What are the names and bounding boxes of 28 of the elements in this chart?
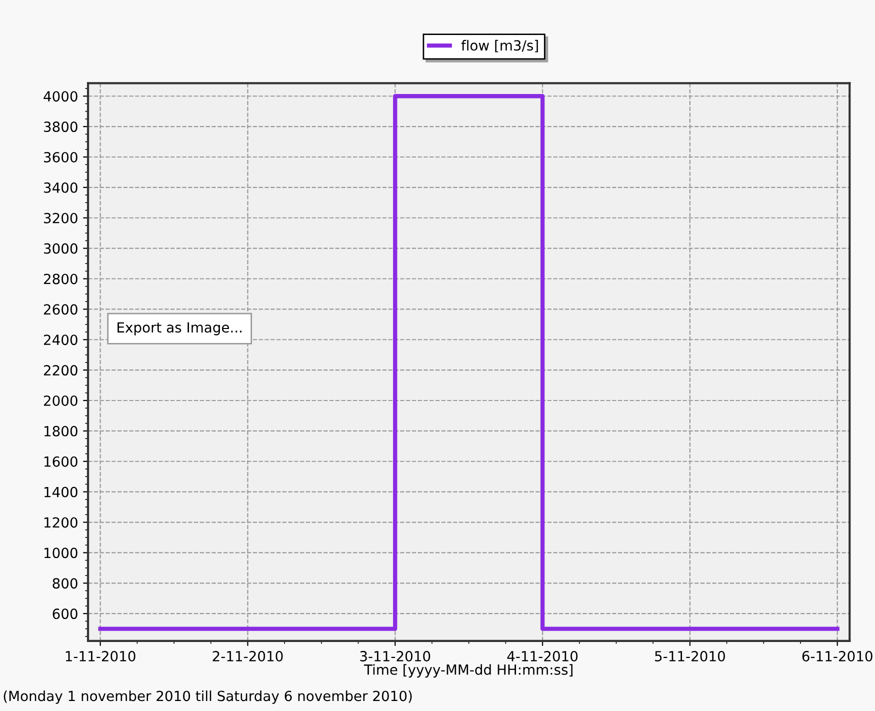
y-tick-label: 3200 — [44, 212, 78, 224]
annotation: Export as Image... — [118, 322, 242, 336]
x-tick-label: 4-11-2010 — [507, 650, 578, 662]
x-tick-label: 3-11-2010 — [360, 650, 430, 662]
y-tick-label: 1200 — [44, 517, 78, 528]
y-tick-label: 1000 — [44, 548, 78, 558]
x-tick-label: 1-11-2010 — [66, 650, 136, 662]
y-tick-label: 800 — [52, 578, 78, 589]
y-tick-label: 1800 — [44, 426, 78, 436]
y-tick-label: 2000 — [44, 395, 78, 406]
y-tick-label: 3800 — [44, 122, 78, 132]
y-tick-label: 600 — [52, 608, 78, 620]
y-tick-label: 2200 — [44, 365, 78, 376]
y-tick-label: 2600 — [44, 304, 78, 315]
y-tick-label: 4000 — [44, 91, 78, 102]
x-tick-label: 5-11-2010 — [655, 650, 725, 662]
y-tick-label: 3000 — [44, 243, 78, 254]
y-tick-label: 3600 — [44, 152, 78, 162]
legend-label: flow [m3/s] — [461, 40, 538, 52]
x-axis-title: Time [yyyy-MM-dd HH:mm:ss] — [364, 664, 572, 678]
y-tick-label: 1400 — [44, 486, 78, 498]
y-tick-label: 3400 — [44, 182, 78, 193]
text: (Monday 1 november 2010 till Saturday 6 november 2010) — [4, 690, 412, 704]
y-tick-label: 1600 — [44, 456, 78, 467]
x-tick-label: 6-11-2010 — [802, 650, 872, 662]
y-tick-label: 2400 — [44, 334, 78, 346]
y-tick-label: 2800 — [44, 274, 78, 284]
x-tick-label: 2-11-2010 — [212, 650, 283, 662]
